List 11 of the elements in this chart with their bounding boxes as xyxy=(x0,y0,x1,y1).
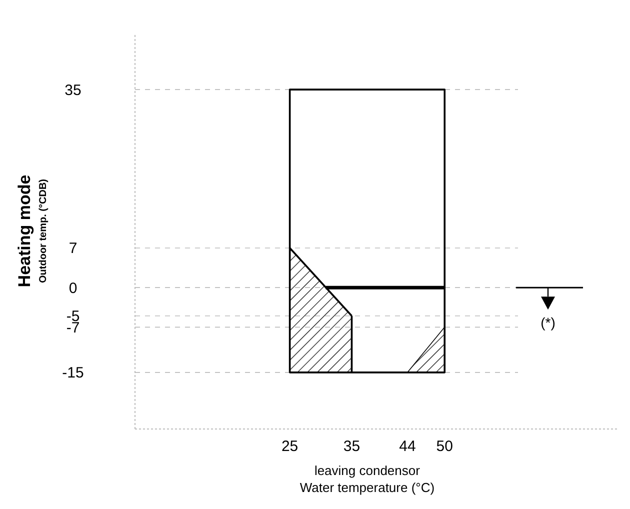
x-tick-label: 44 xyxy=(399,438,416,455)
x-tick-label: 35 xyxy=(343,438,360,455)
x-tick-label: 50 xyxy=(436,438,453,455)
y-tick-label: -15 xyxy=(62,364,84,382)
annotation: (*) xyxy=(540,314,556,331)
y-tick-label: 0 xyxy=(68,280,78,297)
y-axis-title: Heating mode Outdoor temp. (°CDB) xyxy=(15,174,49,288)
y-tick-label: 7 xyxy=(68,240,78,258)
y-tick-label: 35 xyxy=(64,82,82,99)
x-axis-title: leaving condensor Water temperature (°C) xyxy=(300,463,435,495)
x-tick-label: 25 xyxy=(281,438,298,455)
